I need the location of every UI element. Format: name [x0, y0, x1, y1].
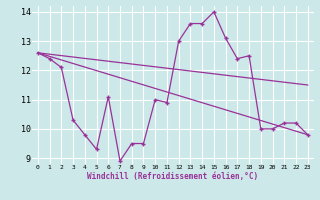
X-axis label: Windchill (Refroidissement éolien,°C): Windchill (Refroidissement éolien,°C) — [87, 172, 258, 181]
